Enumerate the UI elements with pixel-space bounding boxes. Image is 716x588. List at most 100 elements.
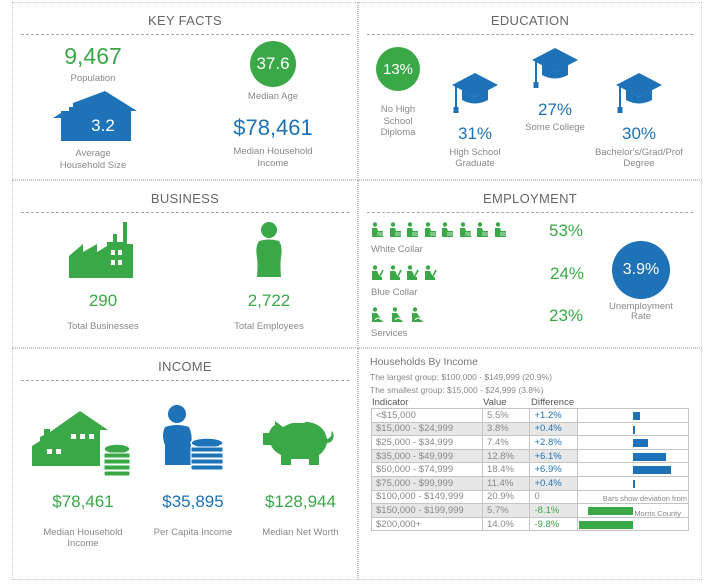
table-row: $50,000 - $74,999 18.4% +6.9% [370, 462, 690, 477]
deviation-bar-cell [576, 448, 690, 464]
factory-icon [69, 222, 133, 278]
unemployment-value: 3.9% [622, 261, 660, 278]
services-icons [371, 307, 424, 323]
table-row: $75,000 - $99,999 11.4% +0.4% [370, 475, 690, 491]
difference-cell: +0.4% [529, 475, 578, 491]
value-cell: 11.4% [482, 475, 531, 491]
blue-collar-worker-icon [371, 265, 384, 281]
difference-cell: +6.1% [529, 448, 578, 464]
value-cell: 12.8% [482, 448, 531, 464]
median-household-income-label-1: Median Household [233, 146, 313, 157]
hs-graduate-label-1: High School [449, 147, 501, 158]
median-age-value: 37.6 [256, 54, 290, 73]
bachelors-label-2: Degree [623, 158, 655, 169]
blue-collar-label: Blue Collar [371, 287, 418, 298]
person-icon [256, 222, 282, 277]
graduation-cap-icon [452, 73, 498, 113]
value-cell: 7.4% [482, 435, 531, 450]
white-collar-value: 53% [549, 221, 584, 240]
median-age-circle: 37.6 [250, 41, 296, 87]
value-cell: 18.4% [482, 462, 531, 477]
graduation-cap-icon [532, 48, 578, 88]
bachelors-value: 30% [621, 124, 657, 143]
blue-collar-worker-icon [389, 265, 402, 281]
households-table: <$15,000 5.5% +1.2% $15,000 - $24,999 3.8% +0… [370, 408, 690, 532]
business-panel: BUSINESS 290 Total Businesses 2,722 Tota… [12, 180, 358, 348]
white-collar-label: White Collar [371, 244, 423, 255]
value-cell: 5.7% [482, 503, 531, 518]
white-collar-icons [371, 222, 507, 238]
table-row: $150,000 - $199,999 5.7% -8.1% [370, 503, 690, 518]
positive-deviation-bar [632, 479, 636, 488]
blue-collar-worker-icon [406, 265, 419, 281]
indicator-cell: $50,000 - $74,999 [370, 462, 484, 477]
hs-graduate-value: 31% [457, 124, 493, 143]
white-collar-worker-icon [476, 222, 489, 238]
no-diploma-value: 13% [382, 60, 414, 78]
education-panel: EDUCATION 13% No High School Diploma 31%… [358, 2, 702, 180]
income-title: INCOME [158, 359, 212, 374]
bachelors-label-1: Bachelor's/Grad/Prof [595, 147, 683, 158]
positive-deviation-bar [632, 439, 649, 448]
house-coins-icon [32, 411, 130, 477]
households-by-income-title: Households By Income [370, 356, 478, 368]
blue-collar-value: 24% [550, 264, 585, 283]
median-household-income-label-2: Income [257, 158, 289, 169]
table-row: $100,000 - $149,999 20.9% 0 [370, 489, 690, 505]
difference-cell: -8.1% [529, 503, 578, 518]
service-worker-icon [371, 307, 384, 323]
table-row: $200,000+ 14.0% -9.8% [370, 516, 690, 532]
employment-title: EMPLOYMENT [482, 191, 577, 206]
median-household-income-value: $78,461 [233, 115, 313, 140]
difference-cell: +1.2% [529, 408, 578, 423]
value-cell: 20.9% [482, 489, 531, 505]
service-worker-icon [391, 307, 404, 323]
indicator-cell: $75,000 - $99,999 [370, 475, 484, 491]
per-capita-income-label: Per Capita Income [153, 527, 233, 538]
graduation-cap-icon [616, 73, 662, 113]
median-net-worth-label: Median Net Worth [262, 527, 339, 538]
divider [367, 212, 693, 213]
indicator-cell: $200,000+ [370, 516, 484, 532]
white-collar-worker-icon [459, 222, 472, 238]
deviation-bar-cell [576, 408, 690, 423]
white-collar-worker-icon [424, 222, 437, 238]
value-cell: 5.5% [482, 408, 531, 423]
per-capita-income-value: $35,895 [162, 492, 224, 511]
footnote-line-2: Morris County [634, 509, 681, 518]
some-college-label: Some College [525, 122, 585, 133]
indicator-cell: <$15,000 [370, 408, 484, 423]
smallest-group-text: The smallest group: $15,000 - $24,999 (3… [370, 385, 544, 395]
total-employees-label: Total Employees [234, 321, 304, 332]
population-value: 9,467 [64, 43, 122, 69]
total-businesses-value: 290 [88, 291, 118, 310]
median-household-income-value: $78,461 [52, 492, 114, 511]
no-diploma-label-3: Diploma [380, 127, 416, 138]
total-employees-value: 2,722 [247, 291, 291, 310]
median-net-worth-value: $128,944 [265, 492, 336, 511]
no-diploma-label-2: School [383, 116, 413, 127]
indicator-cell: $35,000 - $49,999 [370, 448, 484, 464]
deviation-bar-cell [576, 435, 690, 450]
indicator-cell: $15,000 - $24,999 [370, 421, 484, 437]
largest-group-text: The largest group: $100,000 - $149,999 (… [370, 372, 552, 382]
house-icon [53, 91, 137, 141]
header-value: Value [483, 397, 507, 408]
median-household-income-label-2: Income [67, 538, 99, 549]
some-college-value: 27% [537, 100, 573, 119]
key-facts-panel: KEY FACTS 9,467 Population 3.2 Average H… [12, 2, 358, 180]
median-household-income-label-1: Median Household [43, 527, 123, 538]
white-collar-worker-icon [441, 222, 454, 238]
unemployment-circle: 3.9% [612, 241, 670, 299]
difference-cell: +0.4% [529, 421, 578, 437]
services-label: Services [371, 328, 408, 339]
white-collar-worker-icon [371, 222, 384, 238]
header-difference: Difference [531, 397, 575, 408]
difference-cell: 0 [529, 489, 578, 505]
table-row: <$15,000 5.5% +1.2% [370, 408, 690, 423]
hs-graduate-label-2: Graduate [455, 158, 495, 169]
blue-collar-worker-icon [424, 265, 437, 281]
key-facts-title: KEY FACTS [148, 13, 222, 28]
positive-deviation-bar [632, 412, 640, 420]
business-title: BUSINESS [150, 191, 220, 206]
